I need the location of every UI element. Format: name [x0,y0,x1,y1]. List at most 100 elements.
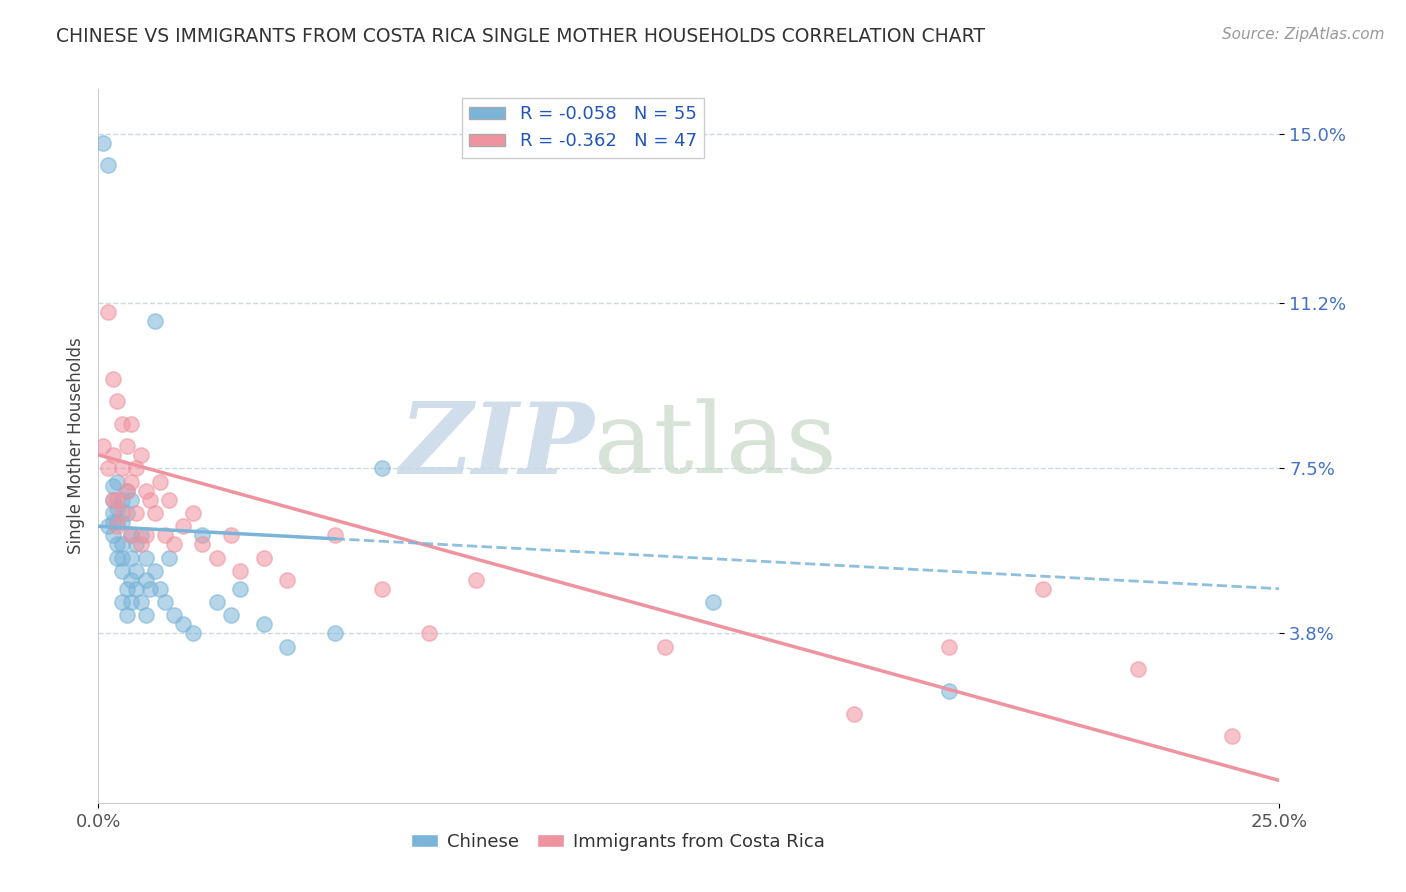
Point [97,158,120,172]
Point [105,537,128,551]
Point [157,550,180,565]
Point [101,372,124,386]
Point [654,640,676,654]
Point [163,537,186,551]
Point [153,595,176,609]
Point [115,483,138,498]
Point [105,501,128,516]
Point [97,461,120,475]
Point [229,582,252,596]
Point [938,640,960,654]
Point [101,528,124,542]
Point [323,528,346,542]
Point [101,506,124,520]
Point [135,550,157,565]
Point [844,706,866,721]
Point [135,483,157,498]
Point [276,573,298,587]
Point [125,564,148,578]
Point [105,515,128,529]
Text: atlas: atlas [595,398,837,494]
Point [938,684,960,698]
Point [371,582,394,596]
Point [219,528,242,542]
Point [121,417,143,431]
Point [105,519,128,533]
Point [125,506,148,520]
Point [101,448,124,462]
Point [129,448,152,462]
Point [191,537,214,551]
Point [115,483,138,498]
Point [115,439,138,453]
Point [101,479,124,493]
Point [111,506,134,520]
Text: Source: ZipAtlas.com: Source: ZipAtlas.com [1222,27,1385,42]
Point [1126,662,1149,676]
Point [143,506,166,520]
Point [143,314,166,328]
Point [205,550,228,565]
Point [91,439,114,453]
Point [323,626,346,640]
Point [115,506,138,520]
Point [465,573,488,587]
Point [1032,582,1054,596]
Point [276,640,298,654]
Point [129,595,152,609]
Point [149,475,172,489]
Point [702,595,724,609]
Point [135,528,157,542]
Text: ZIP: ZIP [399,398,595,494]
Point [135,608,157,623]
Point [205,595,228,609]
Point [418,626,440,640]
Point [97,305,120,319]
Point [253,617,276,632]
Point [121,573,143,587]
Point [172,617,194,632]
Point [111,537,134,551]
Point [371,461,394,475]
Point [253,550,276,565]
Point [101,515,124,529]
Point [111,461,134,475]
Point [229,564,252,578]
Point [111,595,134,609]
Point [121,550,143,565]
Point [105,550,128,565]
Point [101,492,124,507]
Point [111,492,134,507]
Point [111,550,134,565]
Y-axis label: Single Mother Households: Single Mother Households [66,338,84,554]
Point [191,528,214,542]
Point [115,608,138,623]
Point [111,515,134,529]
Point [121,528,143,542]
Point [129,537,152,551]
Point [172,519,194,533]
Text: CHINESE VS IMMIGRANTS FROM COSTA RICA SINGLE MOTHER HOUSEHOLDS CORRELATION CHART: CHINESE VS IMMIGRANTS FROM COSTA RICA SI… [56,27,986,45]
Point [105,394,128,409]
Point [125,582,148,596]
Point [105,475,128,489]
Point [91,136,114,150]
Point [101,492,124,507]
Point [163,608,186,623]
Point [115,582,138,596]
Point [125,537,148,551]
Point [143,564,166,578]
Point [121,475,143,489]
Point [219,608,242,623]
Point [149,582,172,596]
Point [181,506,204,520]
Point [111,564,134,578]
Point [153,528,176,542]
Point [139,492,162,507]
Point [97,519,120,533]
Point [139,582,162,596]
Point [181,626,204,640]
Point [135,573,157,587]
Point [121,595,143,609]
Point [105,492,128,507]
